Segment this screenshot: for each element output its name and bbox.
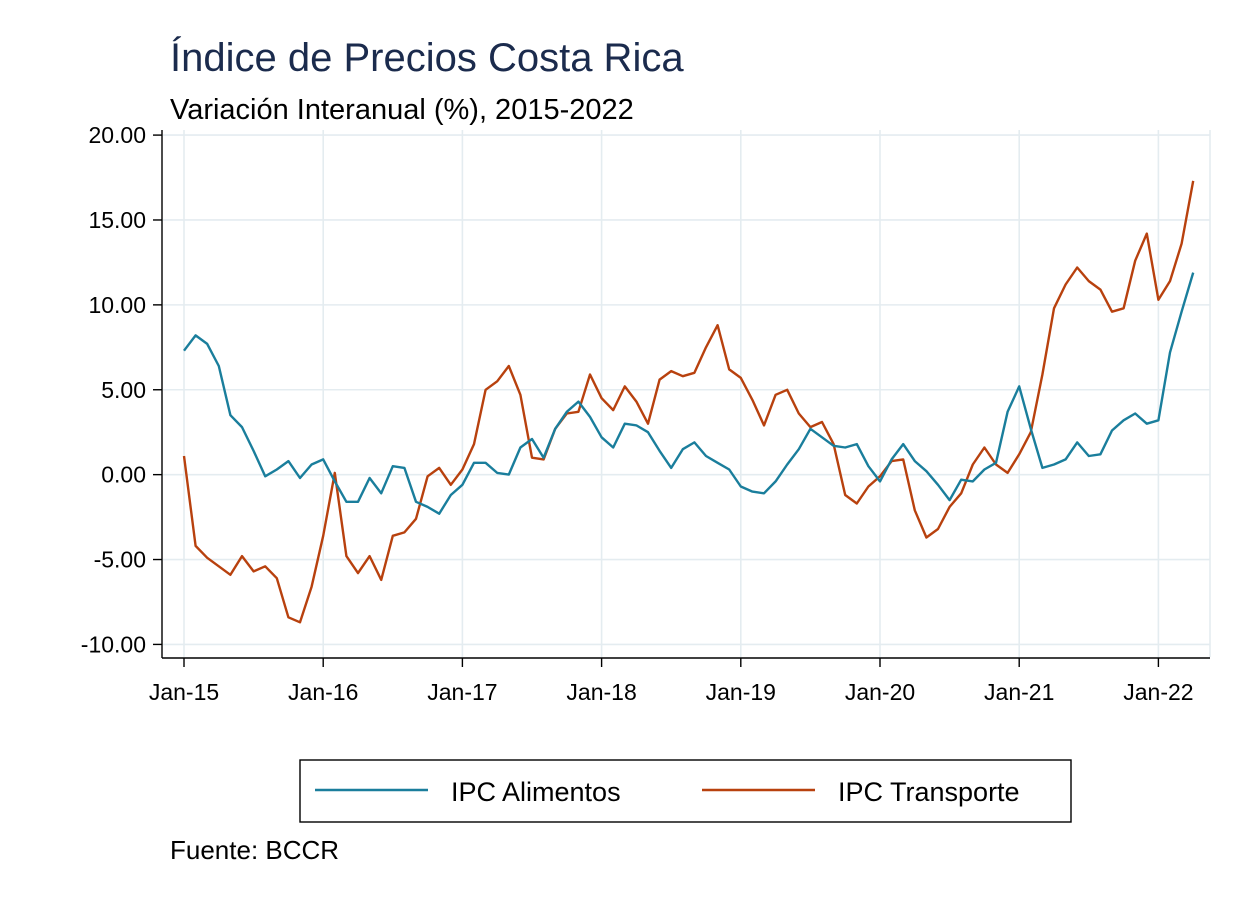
y-tick-label: -5.00 <box>94 547 146 573</box>
chart-title: Índice de Precios Costa Rica <box>170 35 684 80</box>
y-tick-label: -10.00 <box>81 631 146 657</box>
series-line-ipc-transporte <box>182 180 1195 624</box>
x-tick-label: Jan-19 <box>706 679 776 705</box>
x-tick-label: Jan-21 <box>984 679 1054 705</box>
series-layer <box>182 180 1195 624</box>
y-tick-label: 20.00 <box>88 122 146 148</box>
legend-label-ipc-transporte: IPC Transporte <box>838 777 1020 807</box>
y-tick-label: 10.00 <box>88 292 146 318</box>
source-note: Fuente: BCCR <box>170 835 339 865</box>
x-tick-label: Jan-17 <box>427 679 497 705</box>
grid-lines <box>163 130 1211 657</box>
x-tick-label: Jan-20 <box>845 679 915 705</box>
series-line-ipc-alimentos <box>183 272 1195 515</box>
x-tick-label: Jan-15 <box>149 679 219 705</box>
x-tick-label: Jan-16 <box>288 679 358 705</box>
y-tick-label: 0.00 <box>101 462 146 488</box>
x-axis: Jan-15 Jan-16 Jan-17 Jan-18 Jan-19 Jan-20 Jan-… <box>149 657 1210 705</box>
legend-label-ipc-alimentos: IPC Alimentos <box>451 777 621 807</box>
y-axis: 20.00 15.00 10.00 5.00 0.00 -5.00 -10.00 <box>81 122 163 658</box>
x-tick-label: Jan-22 <box>1123 679 1193 705</box>
y-tick-label: 15.00 <box>88 207 146 233</box>
legend-box <box>299 759 1072 823</box>
y-tick-label: 5.00 <box>101 377 146 403</box>
x-tick-label: Jan-18 <box>566 679 636 705</box>
chart-subtitle: Variación Interanual (%), 2015-2022 <box>170 94 634 126</box>
legend: IPC Alimentos IPC Transporte <box>299 759 1072 823</box>
